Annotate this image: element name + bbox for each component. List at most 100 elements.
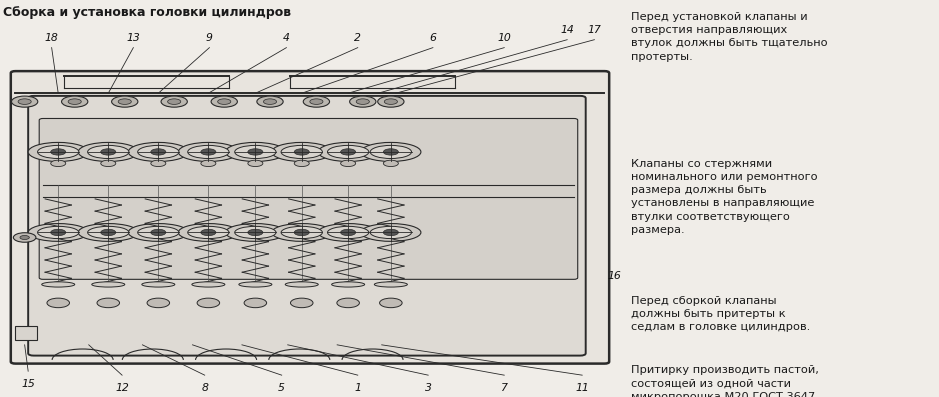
Text: Перед сборкой клапаны
должны быть притерты к
седлам в головке цилиндров.: Перед сборкой клапаны должны быть притер…: [631, 296, 810, 332]
Ellipse shape: [188, 145, 229, 158]
Ellipse shape: [281, 226, 322, 239]
Circle shape: [62, 96, 88, 107]
Ellipse shape: [331, 282, 364, 287]
Ellipse shape: [281, 145, 322, 158]
Circle shape: [377, 96, 404, 107]
Circle shape: [162, 96, 188, 107]
Ellipse shape: [178, 143, 239, 162]
Text: 1: 1: [354, 383, 362, 393]
Circle shape: [167, 99, 181, 104]
Circle shape: [97, 298, 119, 308]
Text: Притирку производить пастой,
состоящей из одной части
микропорошка М20 ГОСТ 3647: Притирку производить пастой, состоящей и…: [631, 365, 819, 397]
FancyBboxPatch shape: [28, 96, 586, 356]
Circle shape: [294, 160, 309, 167]
Circle shape: [349, 96, 376, 107]
Ellipse shape: [28, 143, 88, 162]
Circle shape: [356, 99, 369, 104]
Ellipse shape: [370, 145, 411, 158]
Ellipse shape: [38, 226, 79, 239]
Circle shape: [47, 298, 69, 308]
Circle shape: [13, 233, 36, 242]
Ellipse shape: [328, 145, 369, 158]
Circle shape: [201, 160, 216, 167]
Text: 2: 2: [354, 33, 362, 43]
Ellipse shape: [375, 282, 408, 287]
Circle shape: [303, 96, 330, 107]
Circle shape: [248, 160, 263, 167]
Circle shape: [100, 149, 115, 155]
Ellipse shape: [225, 224, 285, 241]
Circle shape: [383, 149, 398, 155]
Ellipse shape: [78, 143, 138, 162]
Circle shape: [11, 96, 38, 107]
Circle shape: [51, 149, 66, 155]
Circle shape: [100, 160, 115, 167]
Ellipse shape: [285, 282, 318, 287]
Circle shape: [69, 99, 82, 104]
Text: Сборка и установка головки цилиндров: Сборка и установка головки цилиндров: [3, 6, 291, 19]
Circle shape: [310, 99, 323, 104]
Text: 8: 8: [201, 383, 208, 393]
Circle shape: [337, 298, 360, 308]
Circle shape: [341, 149, 356, 155]
Text: 14: 14: [561, 25, 574, 35]
Text: 3: 3: [424, 383, 432, 393]
Ellipse shape: [271, 224, 331, 241]
Circle shape: [248, 229, 263, 236]
Circle shape: [248, 149, 263, 155]
Ellipse shape: [239, 282, 272, 287]
Circle shape: [257, 96, 284, 107]
Circle shape: [20, 235, 29, 239]
Circle shape: [294, 229, 309, 236]
Text: 12: 12: [115, 383, 129, 393]
Ellipse shape: [361, 224, 421, 241]
Text: 9: 9: [206, 33, 213, 43]
Text: 13: 13: [127, 33, 140, 43]
Circle shape: [151, 229, 166, 236]
Text: Клапаны со стержнями
номинального или ремонтного
размера должны быть
установлены: Клапаны со стержнями номинального или ре…: [631, 159, 818, 235]
Circle shape: [341, 229, 356, 236]
Ellipse shape: [138, 226, 179, 239]
Circle shape: [264, 99, 277, 104]
Ellipse shape: [87, 145, 129, 158]
Circle shape: [218, 99, 231, 104]
Circle shape: [244, 298, 267, 308]
Text: 4: 4: [283, 33, 290, 43]
Ellipse shape: [235, 226, 276, 239]
Circle shape: [384, 99, 397, 104]
Circle shape: [383, 229, 398, 236]
Circle shape: [379, 298, 402, 308]
Ellipse shape: [92, 282, 125, 287]
Circle shape: [147, 298, 170, 308]
Text: 17: 17: [588, 25, 601, 35]
Circle shape: [201, 149, 216, 155]
Circle shape: [51, 229, 66, 236]
FancyBboxPatch shape: [11, 71, 609, 364]
Ellipse shape: [192, 282, 225, 287]
Ellipse shape: [188, 226, 229, 239]
Ellipse shape: [138, 145, 179, 158]
Text: 5: 5: [278, 383, 285, 393]
Ellipse shape: [318, 143, 378, 162]
Text: 6: 6: [429, 33, 437, 43]
Ellipse shape: [361, 143, 421, 162]
Ellipse shape: [129, 224, 189, 241]
Circle shape: [197, 298, 220, 308]
Circle shape: [112, 96, 138, 107]
Circle shape: [151, 160, 166, 167]
Ellipse shape: [235, 145, 276, 158]
Ellipse shape: [370, 226, 411, 239]
Text: 10: 10: [498, 33, 511, 43]
Text: 11: 11: [576, 383, 589, 393]
Text: 7: 7: [500, 383, 508, 393]
Ellipse shape: [225, 143, 285, 162]
Circle shape: [290, 298, 313, 308]
Text: Перед установкой клапаны и
отверстия направляющих
втулок должны быть тщательно
п: Перед установкой клапаны и отверстия нап…: [631, 12, 827, 62]
Ellipse shape: [271, 143, 331, 162]
Circle shape: [211, 96, 238, 107]
Circle shape: [294, 149, 309, 155]
Circle shape: [18, 99, 31, 104]
Ellipse shape: [328, 226, 369, 239]
Circle shape: [51, 160, 66, 167]
FancyBboxPatch shape: [39, 118, 577, 279]
